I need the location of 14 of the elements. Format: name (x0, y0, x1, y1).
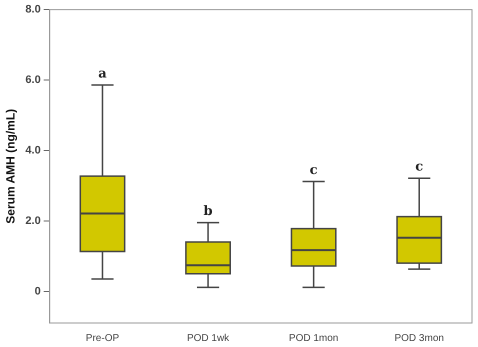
annotation: a (98, 66, 108, 82)
annotation: c (415, 160, 424, 175)
y-tick-label: 4.0 (25, 144, 41, 156)
x-tick-label: POD 1mon (288, 332, 338, 344)
x-tick-label: POD 1wk (186, 332, 230, 344)
x-tick-label: Pre-OP (86, 332, 120, 344)
x-tick-label: POD 3mon (394, 332, 444, 344)
y-tick-label: 8.0 (25, 4, 41, 16)
y-tick-label: 6.0 (25, 74, 41, 86)
y-tick-label: 2.0 (25, 214, 41, 227)
y-tick-label: 0 (34, 285, 41, 298)
annotation: c (310, 162, 318, 178)
annotation: b (204, 204, 213, 220)
y-axis-title: Serum AMH (ng/mL) (4, 108, 18, 224)
